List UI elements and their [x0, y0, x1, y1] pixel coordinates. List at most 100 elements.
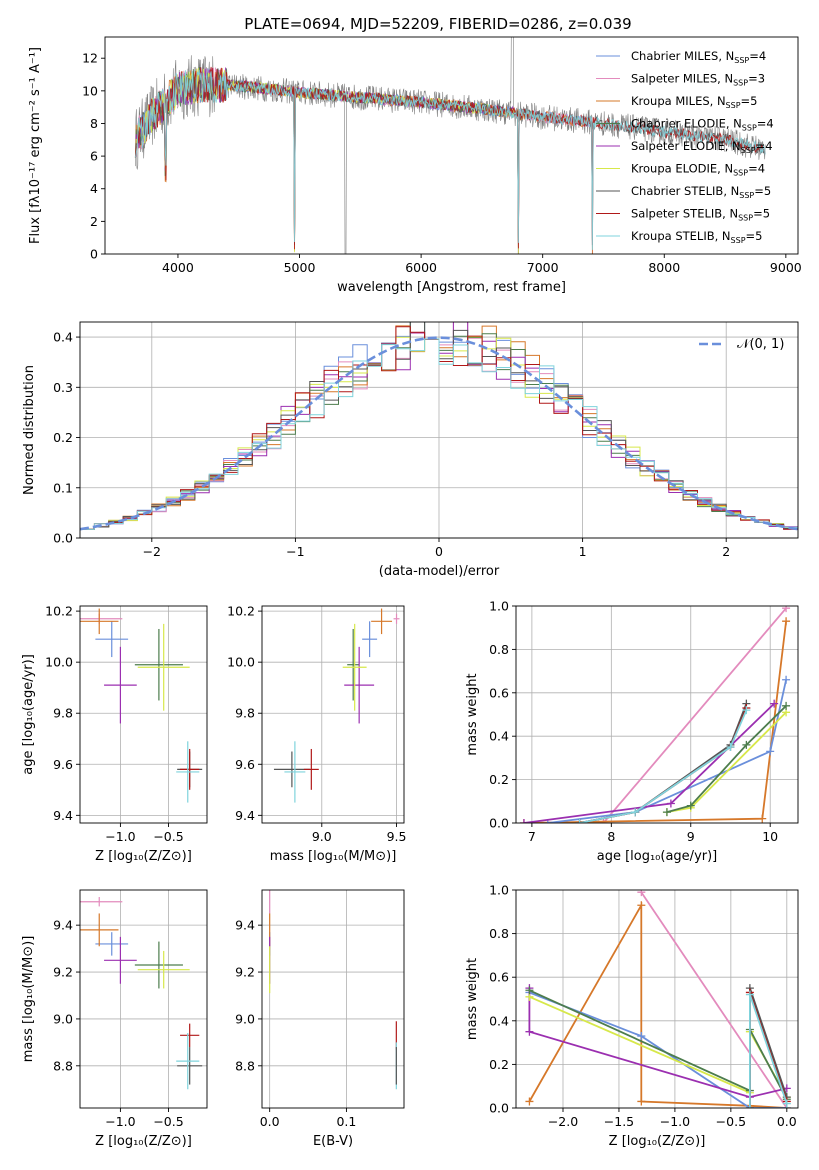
model-spectrum-kroupa_stelib — [134, 69, 766, 250]
weight-marker-chabrier_elodie — [662, 808, 671, 817]
weight-marker-kroupa_stelib — [745, 990, 754, 999]
axes: −1.0 −0.5 9.4 9.6 9.8 10.0 10.2 Z [log₁₀(Z/Z⊙)]… — [21, 604, 208, 864]
plot-area — [80, 897, 203, 1090]
x-tick-label: −1.0 — [105, 1114, 135, 1129]
y-tick-label: 0.4 — [489, 1013, 509, 1028]
weight-line-chabrier_miles — [547, 679, 787, 823]
x-tick-label: 5000 — [284, 260, 316, 275]
x-tick-label: −2.0 — [548, 1114, 578, 1129]
weight-line-salpeter_miles — [602, 607, 787, 823]
x-tick-label: 4000 — [162, 260, 194, 275]
x-tick-label: −2 — [143, 544, 161, 559]
axes-frame — [79, 605, 208, 824]
x-tick-label: 9.0 — [312, 829, 332, 844]
grid — [516, 605, 798, 824]
x-axis-label: Z [log₁₀(Z/Z⊙)] — [609, 1134, 706, 1149]
weight-marker-kroupa_stelib — [726, 743, 735, 752]
axes: 4000 5000 6000 7000 8000 9000 0 2 4 6 8 10 12 wavelen… — [28, 36, 802, 295]
panel-0: 4000 5000 6000 7000 8000 9000 0 2 4 6 8 10 12 wavelen… — [28, 36, 802, 295]
legend-label-chabrier_elodie: Chabrier ELODIE, NSSP=4 — [631, 117, 774, 133]
weight-marker-salpeter_miles — [637, 890, 646, 897]
y-tick-label: 0.0 — [489, 1101, 509, 1116]
y-tick-label: 10.2 — [45, 604, 73, 619]
y-tick-label: 9.0 — [235, 1011, 255, 1026]
x-axis-label: wavelength [Angstrom, rest frame] — [337, 280, 566, 295]
x-tick-label: 0.1 — [336, 1114, 356, 1129]
chart-title: PLATE=0694, MJD=52209, FIBERID=0286, z=0… — [244, 15, 631, 33]
axes: −1.0 −0.5 8.8 9.0 9.2 9.4 Z [log₁₀(Z/Z⊙)] mass … — [21, 889, 208, 1149]
legend-label-normal: 𝒩(0, 1) — [737, 337, 784, 352]
y-tick-label: 4 — [90, 181, 98, 196]
y-tick-label: 0.6 — [489, 685, 509, 700]
x-tick-label: −0.5 — [153, 829, 183, 844]
y-tick-label: 0.3 — [53, 380, 73, 395]
weight-line-salpeter_stelib — [579, 707, 748, 823]
y-tick-label: 0.0 — [53, 531, 73, 546]
weight-line-salpeter_elodie — [528, 988, 788, 1099]
y-axis-label: mass weight — [465, 958, 480, 1040]
weight-marker-kroupa_stelib — [742, 706, 751, 715]
y-tick-label: 0 — [90, 247, 98, 262]
y-tick-label: 1.0 — [489, 883, 509, 898]
weight-marker-chabrier_elodie — [686, 801, 695, 810]
y-tick-label: 9.4 — [235, 918, 255, 933]
y-tick-label: 1.0 — [489, 599, 509, 614]
y-tick-label: 0.2 — [489, 1057, 509, 1072]
legend-label-salpeter_miles: Salpeter MILES, NSSP=3 — [631, 72, 765, 88]
x-tick-label: −0.5 — [716, 1114, 746, 1129]
weight-marker-salpeter_miles — [782, 606, 791, 613]
y-tick-label: 8 — [90, 116, 98, 131]
y-tick-label: 0.6 — [489, 970, 509, 985]
x-axis-label: Z [log₁₀(Z/Z⊙)] — [95, 1134, 192, 1149]
weight-marker-salpeter_elodie — [770, 699, 779, 708]
axes-frame — [515, 889, 799, 1109]
weight-marker-salpeter_elodie — [525, 1027, 534, 1036]
plot-area — [519, 606, 791, 823]
x-axis-label: (data-model)/error — [379, 564, 500, 579]
weight-marker-kroupa_miles — [637, 1097, 646, 1106]
legend-label-chabrier_miles: Chabrier MILES, NSSP=4 — [631, 49, 766, 65]
weight-line-chabrier_elodie — [666, 705, 787, 813]
legend: Chabrier MILES, NSSP=4 Salpeter MILES, NS… — [596, 49, 774, 245]
axes: 7 8 9 10 0.0 0.2 0.4 0.6 0.8 1.0 age [log₁₀(age/yr… — [465, 599, 799, 864]
y-tick-label: 10 — [82, 83, 98, 98]
x-tick-label: 2 — [722, 544, 730, 559]
y-tick-label: 9.6 — [53, 757, 73, 772]
y-tick-label: 9.6 — [235, 757, 255, 772]
x-tick-label: −1.0 — [105, 829, 135, 844]
y-tick-label: 9.2 — [53, 965, 73, 980]
x-tick-label: 0 — [435, 544, 443, 559]
y-tick-label: 10.0 — [45, 655, 73, 670]
panel-2: −1.0 −0.5 9.4 9.6 9.8 10.0 10.2 Z [log₁₀(Z/Z⊙)]… — [21, 604, 208, 864]
y-tick-label: 9.2 — [235, 965, 255, 980]
x-tick-label: 8000 — [648, 260, 680, 275]
weight-line-chabrier_miles — [529, 991, 787, 1108]
x-axis-label: mass [log₁₀(M/M⊙)] — [270, 849, 397, 864]
y-tick-label: 0.8 — [489, 642, 509, 657]
panel-6: 0.0 0.1 8.8 9.0 9.2 9.4 E(B-V) — [235, 889, 405, 1149]
weight-marker-chabrier_elodie — [742, 740, 751, 749]
weight-marker-kroupa_miles — [525, 1097, 534, 1106]
weight-line-kroupa_miles — [523, 621, 787, 823]
y-tick-label: 0.4 — [489, 729, 509, 744]
y-tick-label: 2 — [90, 214, 98, 229]
axes-frame — [261, 889, 405, 1109]
weight-marker-kroupa_miles — [637, 901, 646, 910]
axes: −2 −1 0 1 2 0.0 0.1 0.2 0.3 0.4 (data-model)/error… — [22, 321, 799, 579]
y-tick-label: 9.4 — [235, 808, 255, 823]
x-tick-label: 9000 — [770, 260, 802, 275]
panel-3: 9.0 9.5 9.4 9.6 9.8 10.0 10.2 mass [log₁₀(M/M⊙)… — [227, 604, 406, 864]
plot-area — [80, 608, 203, 803]
x-tick-label: −1.5 — [604, 1114, 634, 1129]
y-tick-label: 0.4 — [53, 330, 73, 345]
legend-label-salpeter_stelib: Salpeter STELIB, NSSP=5 — [631, 207, 770, 223]
x-axis-label: Z [log₁₀(Z/Z⊙)] — [95, 849, 192, 864]
legend-label-chabrier_stelib: Chabrier STELIB, NSSP=5 — [631, 184, 771, 200]
plot-area — [273, 608, 400, 803]
weight-marker-salpeter_elodie — [519, 819, 528, 823]
x-tick-label: −1 — [286, 544, 304, 559]
weight-marker-kroupa_miles — [758, 814, 767, 823]
x-tick-label: −0.5 — [153, 1114, 183, 1129]
axes: 9.0 9.5 9.4 9.6 9.8 10.0 10.2 mass [log₁₀(M/M⊙)… — [227, 604, 406, 864]
legend-label-kroupa_stelib: Kroupa STELIB, NSSP=5 — [631, 229, 762, 245]
